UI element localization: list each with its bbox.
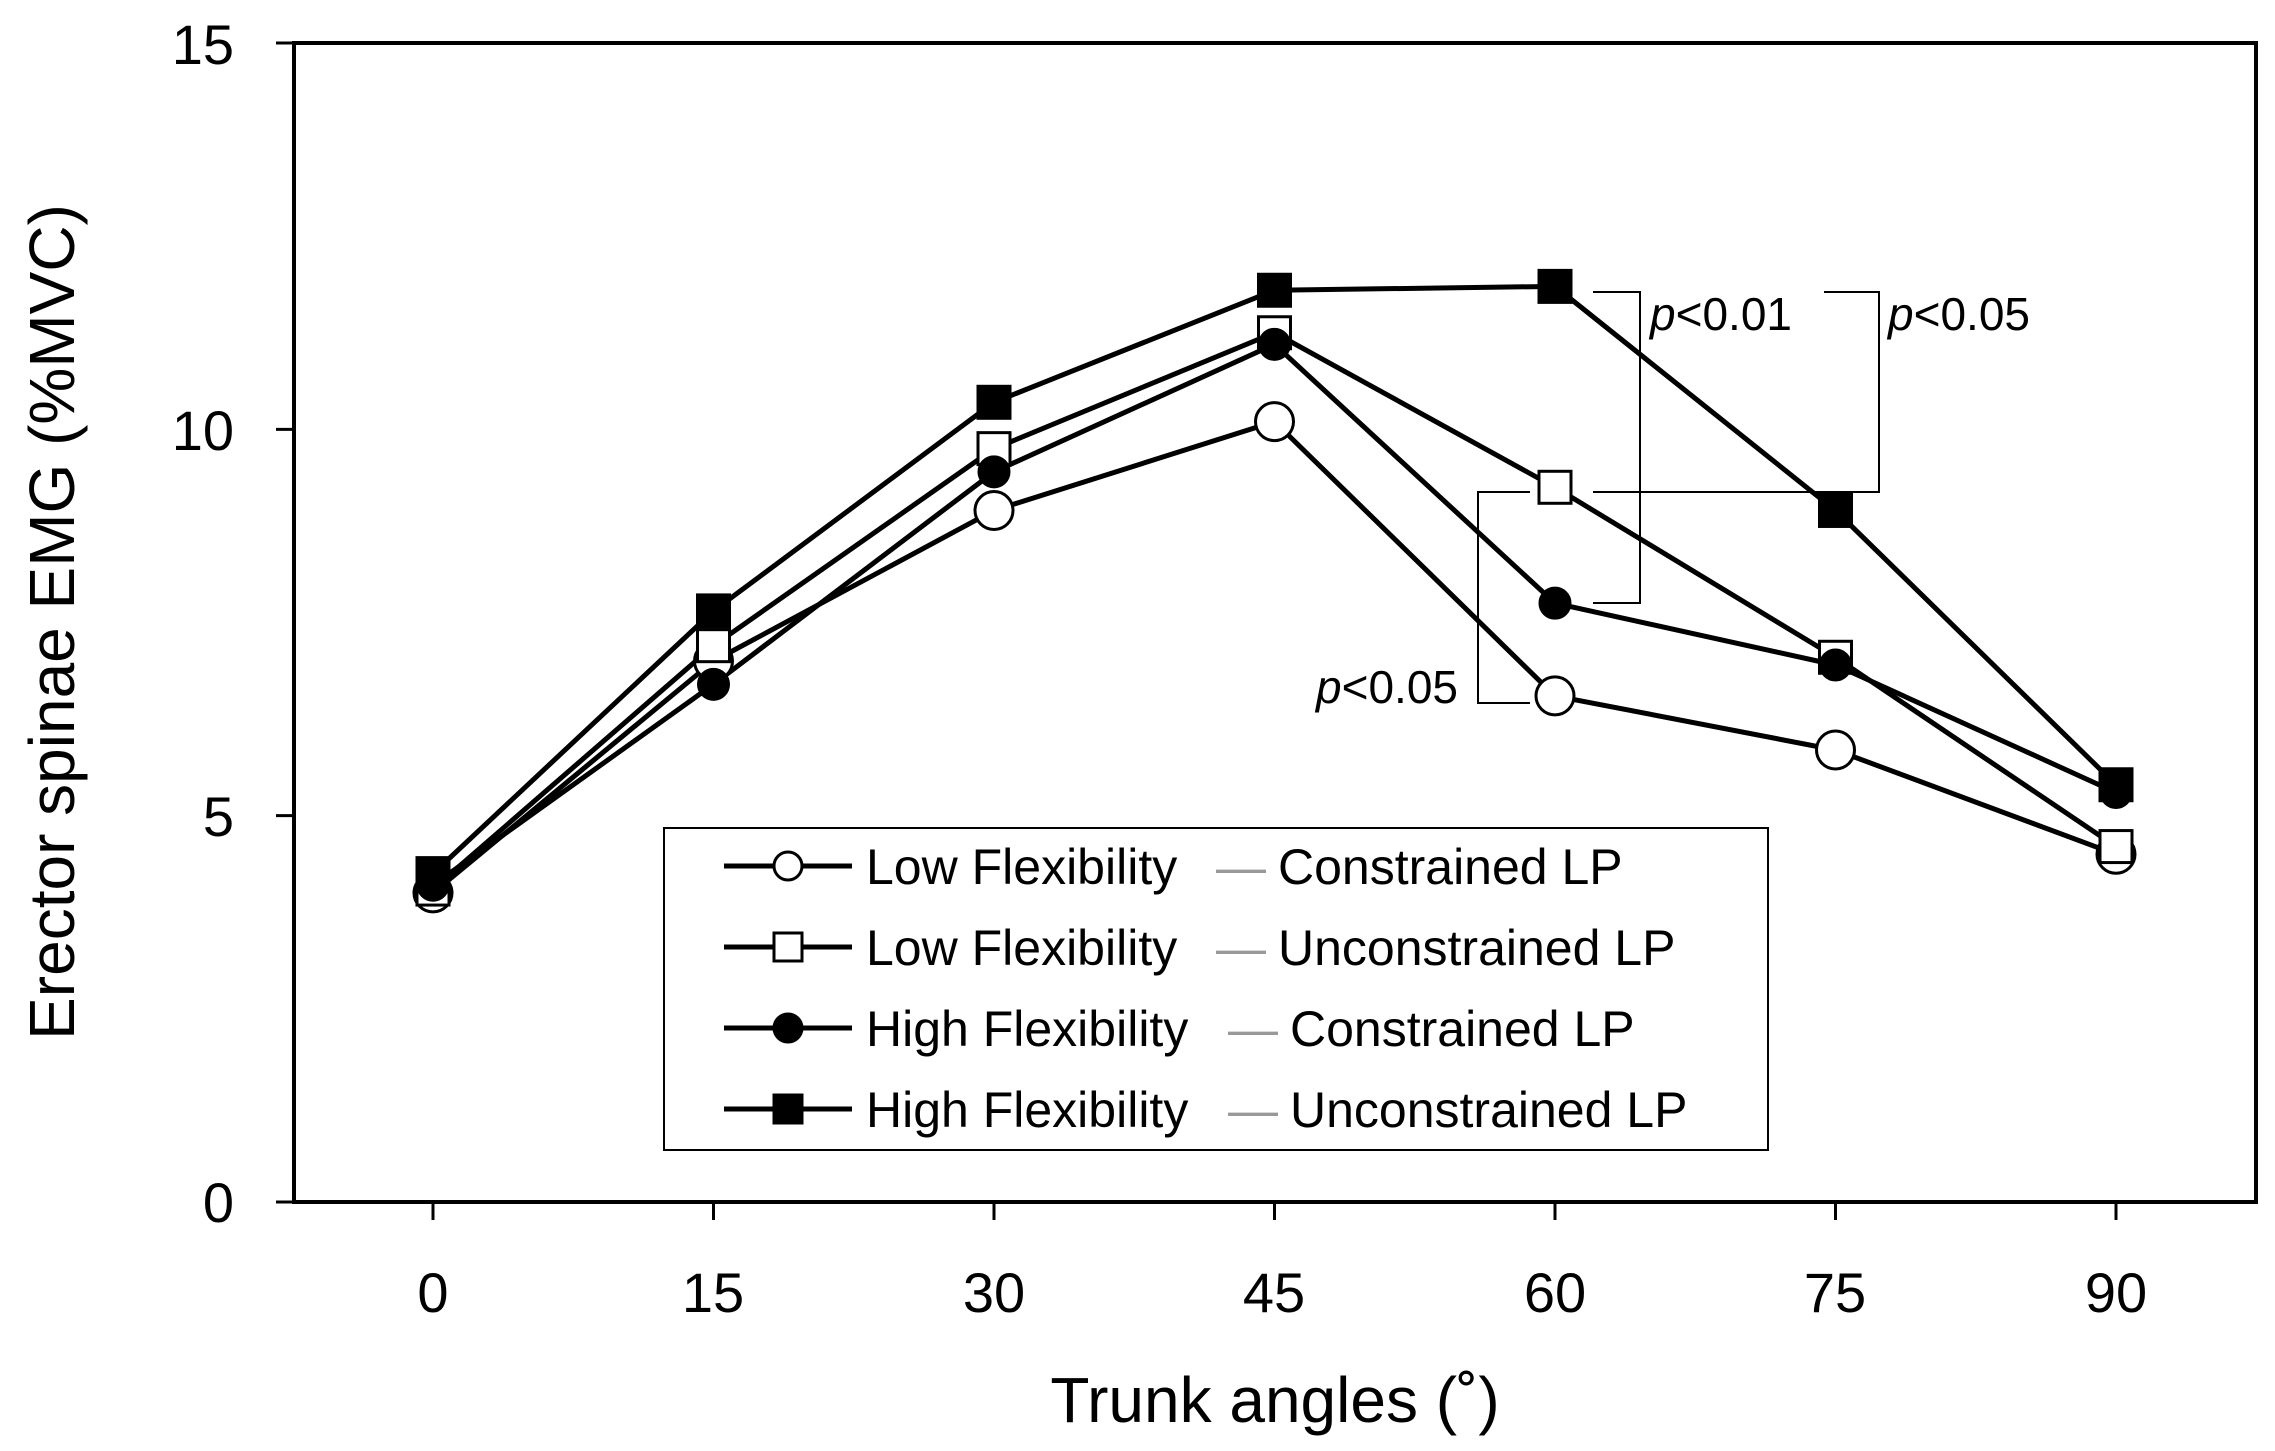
x-tick-label: 0: [417, 1261, 448, 1324]
legend-label-group: High Flexibility: [866, 1001, 1188, 1057]
bracket-p001: [1593, 291, 1641, 604]
legend-box: [663, 827, 1769, 1151]
legend-separator: —: [1216, 839, 1266, 895]
legend-separator: —: [1228, 1001, 1278, 1057]
x-tick-label: 75: [1804, 1261, 1866, 1324]
bracket-p005-left: [1477, 491, 1530, 704]
annotation-p001: p<0.01: [1648, 288, 1792, 340]
legend-label-condition: Constrained LP: [1278, 839, 1623, 895]
data-point-high-flexibility-unconstrained-lp: [696, 593, 731, 629]
data-point-high-flexibility-constrained-lp: [1258, 327, 1291, 361]
legend-separator: —: [1228, 1082, 1278, 1138]
x-tick-labels: 0 15 30 45 60 75 90: [417, 1261, 2147, 1324]
annotation-p005-left: p<0.05: [1314, 661, 1458, 713]
data-point-high-flexibility-constrained-lp: [697, 667, 730, 701]
data-point-high-flexibility-unconstrained-lp: [2098, 767, 2134, 803]
legend-marker: [772, 1012, 804, 1044]
y-tick-label: 5: [203, 785, 234, 848]
data-point-low-flexibility-unconstrained-lp: [696, 628, 731, 664]
legend-entry: High Flexibility — Unconstrained LP: [724, 1082, 1687, 1138]
series-layer: [412, 268, 2137, 914]
axis-ticks: [276, 41, 2118, 1220]
legend-label-group: Low Flexibility: [866, 920, 1177, 976]
legend-label-condition: Unconstrained LP: [1290, 1082, 1687, 1138]
x-tick-label: 45: [1243, 1261, 1305, 1324]
x-axis-title: Trunk angles (˚): [1050, 1364, 1499, 1436]
data-point-high-flexibility-unconstrained-lp: [1257, 272, 1292, 308]
legend-label-group: Low Flexibility: [866, 839, 1177, 895]
y-tick-label: 10: [172, 399, 234, 462]
data-point-high-flexibility-unconstrained-lp: [976, 384, 1012, 420]
data-point-high-flexibility-unconstrained-lp: [1537, 268, 1573, 304]
legend-label-group: High Flexibility: [866, 1082, 1188, 1138]
data-point-low-flexibility-constrained-lp: [1534, 675, 1576, 717]
x-tick-label: 15: [682, 1261, 744, 1324]
annotation-p005-right: p<0.05: [1886, 288, 2030, 340]
legend-entry: High Flexibility — Constrained LP: [724, 1001, 1635, 1057]
data-point-low-flexibility-constrained-lp: [1254, 401, 1295, 443]
data-point-low-flexibility-constrained-lp: [1815, 729, 1856, 771]
x-tick-label: 60: [1524, 1261, 1586, 1324]
data-point-high-flexibility-unconstrained-lp: [415, 856, 451, 892]
data-point-low-flexibility-constrained-lp: [973, 489, 1015, 531]
legend-separator: —: [1216, 920, 1266, 976]
x-tick-label: 90: [2085, 1261, 2147, 1324]
significance-brackets: [1477, 291, 1880, 704]
legend-marker: [772, 931, 804, 963]
y-tick-label: 15: [172, 13, 234, 76]
bracket-p005-right: [1593, 291, 1880, 493]
y-tick-label: 0: [203, 1171, 234, 1234]
y-axis-title: Erector spinae EMG (%MVC): [16, 204, 88, 1040]
legend-marker: [772, 850, 804, 882]
data-point-high-flexibility-constrained-lp: [1538, 586, 1572, 620]
legend-entry: Low Flexibility — Unconstrained LP: [724, 920, 1675, 976]
data-point-low-flexibility-unconstrained-lp: [2098, 829, 2134, 865]
legend-entry: Low Flexibility — Constrained LP: [724, 839, 1623, 895]
x-tick-label: 30: [963, 1261, 1025, 1324]
legend-label-condition: Unconstrained LP: [1278, 920, 1675, 976]
series-line-high-flexibility-unconstrained-lp: [431, 283, 2118, 876]
legend-label-condition: Constrained LP: [1290, 1001, 1635, 1057]
legend: Low Flexibility — Constrained LP Low Fle…: [663, 827, 1769, 1151]
data-point-high-flexibility-constrained-lp: [977, 455, 1011, 489]
data-point-high-flexibility-constrained-lp: [1819, 648, 1852, 682]
data-point-low-flexibility-unconstrained-lp: [1537, 469, 1573, 505]
data-point-high-flexibility-unconstrained-lp: [1818, 492, 1853, 528]
y-tick-labels: 0 5 10 15: [172, 13, 234, 1234]
legend-marker: [772, 1093, 804, 1125]
